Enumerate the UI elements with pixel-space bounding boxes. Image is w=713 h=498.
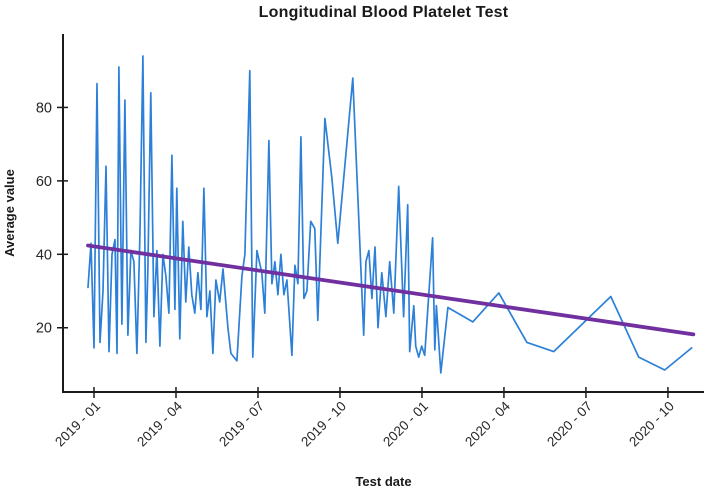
axis-lines — [62, 34, 704, 393]
x-tick-label: 2020 - 10 — [626, 399, 677, 450]
x-tick-label: 2020 - 01 — [380, 399, 431, 450]
y-tick-label: 20 — [36, 321, 52, 337]
y-tick-label: 60 — [36, 174, 52, 190]
y-tick-label: 40 — [36, 247, 52, 263]
x-tick-label: 2019 - 04 — [134, 398, 185, 449]
chart-title: Longitudinal Blood Platelet Test — [258, 4, 509, 21]
x-tick-label: 2019 - 01 — [52, 399, 103, 450]
platelet-series-line — [87, 55, 693, 374]
trend-line — [86, 243, 696, 337]
x-tick-label: 2020 - 07 — [544, 399, 595, 450]
y-tick-label: 80 — [36, 100, 52, 116]
x-tick-label: 2020 - 04 — [462, 398, 513, 449]
x-axis-title: Test date — [355, 474, 412, 489]
x-tick-label: 2019 - 10 — [298, 399, 349, 450]
x-tick-label: 2019 - 07 — [216, 399, 267, 450]
